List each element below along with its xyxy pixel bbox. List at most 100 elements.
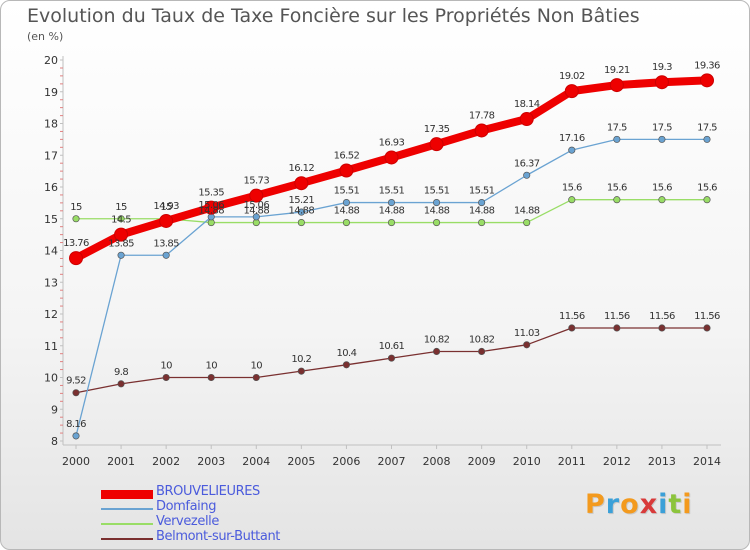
series-point (207, 373, 215, 382)
data-label: 17.5 (607, 122, 627, 133)
data-label: 19.21 (604, 65, 630, 76)
x-tick-label: 2014 (693, 455, 721, 468)
series-point (609, 78, 624, 93)
series-point (523, 171, 531, 179)
series-point (114, 227, 129, 242)
data-label: 14.88 (289, 206, 315, 217)
data-label: 15 (160, 202, 172, 213)
series-point (117, 380, 125, 388)
data-label: 11.56 (559, 311, 585, 322)
data-label: 14.88 (334, 206, 360, 217)
series-point (703, 324, 711, 332)
data-label: 13.76 (63, 238, 89, 249)
data-label: 14.5 (111, 215, 131, 226)
data-label: 9.8 (114, 367, 128, 378)
x-tick-label: 2003 (197, 455, 225, 468)
series-point (387, 219, 396, 227)
series-point (69, 251, 83, 266)
data-label: 15.6 (697, 183, 717, 194)
data-label: 10.2 (291, 354, 311, 365)
data-label: 19.02 (559, 71, 585, 82)
series-point (342, 199, 350, 207)
series-point (429, 137, 444, 152)
legend-label: Domfaing (156, 499, 217, 514)
series-point (703, 196, 711, 204)
data-label: 15.73 (243, 176, 269, 187)
series-point (613, 196, 621, 204)
series-point (342, 219, 350, 227)
series-point (568, 146, 576, 154)
data-labels-layer: 9.52 9.8 10 10 10 10.2 10.4 10.61 10.82 10.82 11.0… (63, 60, 720, 430)
y-tick-label: 13 (44, 276, 58, 289)
data-label: 10 (205, 361, 217, 372)
data-label: 13.85 (153, 238, 179, 249)
chart-subtitle: (en %) (27, 30, 64, 43)
x-tick-label: 2009 (468, 455, 496, 468)
legend-swatch (101, 508, 153, 510)
data-label: 10 (251, 361, 263, 372)
logo-letter: x (639, 489, 659, 520)
logo-letter: t (668, 489, 683, 520)
x-tick-label: 2013 (648, 455, 676, 468)
series-point (613, 324, 621, 332)
logo-letter: o (620, 489, 640, 520)
data-label: 17.5 (652, 122, 672, 133)
series-point (159, 213, 174, 228)
y-tick-label: 19 (44, 86, 58, 99)
series-point (568, 324, 576, 332)
data-label: 14.88 (469, 206, 495, 217)
x-tick-label: 2007 (378, 455, 406, 468)
logo-letter: i (658, 489, 669, 520)
data-label: 16.37 (514, 158, 540, 169)
logo-letter: r (605, 489, 621, 520)
data-label: 14.88 (379, 206, 405, 217)
series-point (523, 341, 531, 349)
y-tick-label: 14 (44, 245, 58, 258)
series-layer (69, 73, 714, 440)
data-label: 11.56 (694, 311, 720, 322)
series-point (658, 135, 666, 143)
y-tick-label: 12 (44, 308, 58, 321)
series-point (478, 199, 486, 207)
series-point (523, 219, 531, 227)
data-label: 10.82 (424, 334, 450, 345)
series-point (252, 213, 260, 221)
series-point (384, 150, 399, 165)
y-tick-label: 9 (51, 403, 58, 416)
data-label: 15.21 (289, 195, 315, 206)
series-point (297, 219, 305, 227)
series-point (297, 208, 305, 216)
series-point (433, 219, 441, 227)
series-point (613, 135, 621, 143)
x-tick-label: 2005 (287, 455, 315, 468)
data-label: 19.36 (694, 60, 720, 71)
data-label: 11.03 (514, 328, 540, 339)
data-label: 15.6 (562, 183, 582, 194)
legend-label: Vervezelle (156, 514, 219, 529)
series-line-0 (72, 76, 711, 263)
series-point (478, 347, 486, 356)
data-label: 16.52 (334, 150, 360, 161)
series-point (478, 219, 486, 227)
data-label: 15.6 (607, 183, 627, 194)
data-label: 17.35 (424, 124, 450, 135)
series-point (342, 361, 350, 369)
series-point (162, 251, 170, 259)
data-label: 10.61 (379, 341, 405, 352)
series-point (387, 354, 396, 362)
data-label: 8.16 (66, 419, 86, 430)
series-point (433, 199, 441, 207)
data-label: 15.6 (652, 183, 672, 194)
series-point (72, 389, 80, 397)
x-tick-label: 2011 (558, 455, 586, 468)
data-label: 11.56 (604, 311, 630, 322)
y-tick-label: 10 (44, 372, 58, 385)
line-chart: 8 9 10 11 12 13 14 15 16 17 18 19 20 2000 2001 2002 2003… (44, 54, 721, 468)
series-point (249, 188, 264, 203)
data-label: 15.06 (243, 200, 269, 211)
x-tick-label: 2001 (107, 455, 135, 468)
series-point (117, 251, 125, 259)
data-label: 19.3 (652, 62, 672, 73)
x-tick-label: 2010 (513, 455, 541, 468)
